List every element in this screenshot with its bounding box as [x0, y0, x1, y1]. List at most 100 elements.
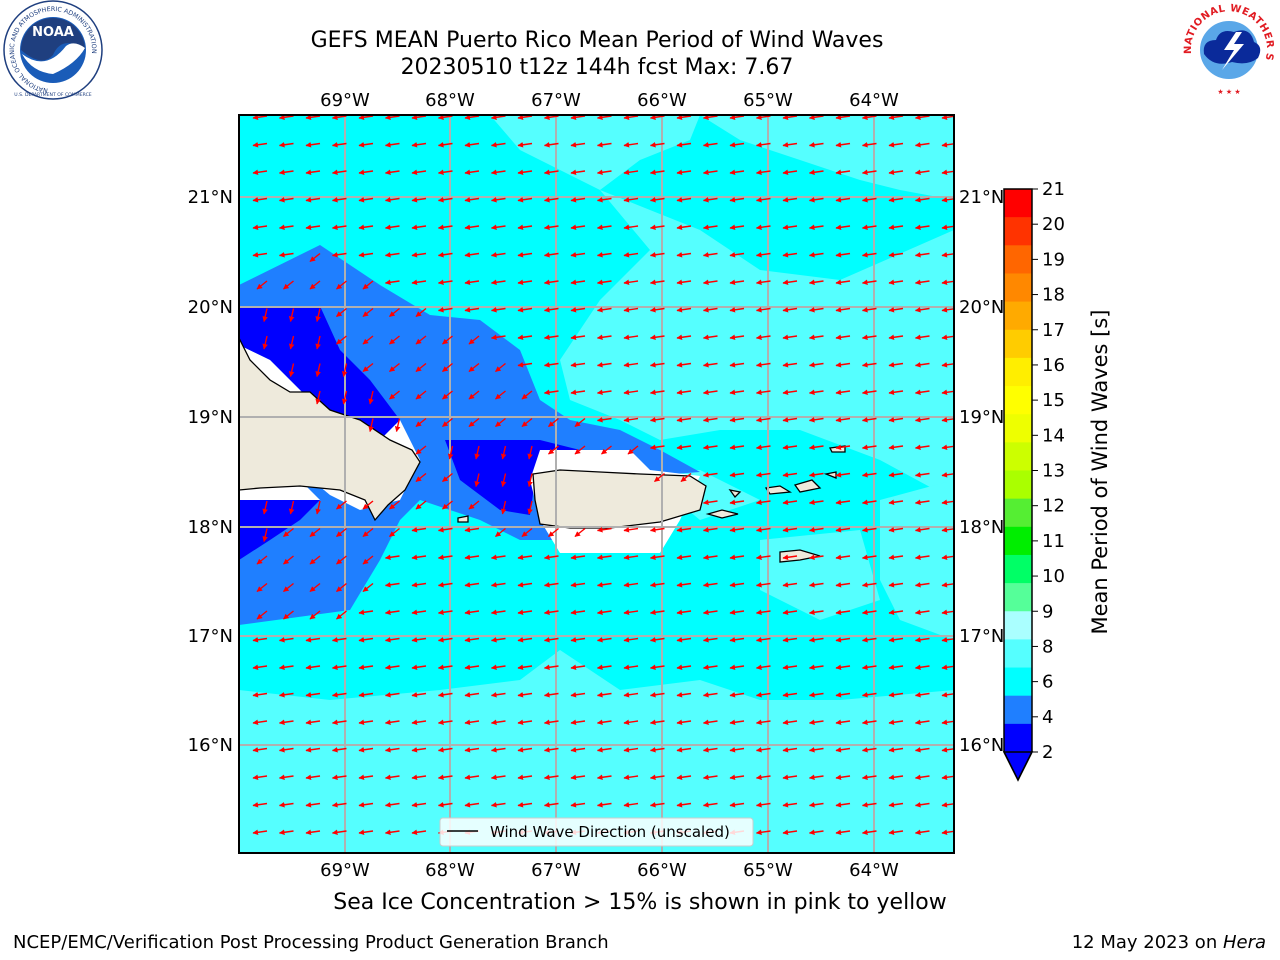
wave-direction-arrow: [782, 197, 798, 203]
wave-direction-arrow: [309, 555, 321, 565]
wave-direction-arrow: [570, 692, 586, 698]
colorbar-tick-label: 9: [1042, 601, 1053, 622]
wave-direction-arrow: [278, 774, 294, 781]
wave-direction-arrow: [517, 362, 533, 368]
wave-direction-arrow: [861, 499, 877, 506]
wave-direction-arrow: [808, 664, 824, 671]
wave-direction-arrow: [596, 774, 612, 781]
wave-direction-arrow: [288, 500, 295, 515]
colorbar-segment-14: [1004, 554, 1032, 584]
wave-direction-arrow: [808, 115, 824, 121]
wave-direction-arrow: [384, 692, 400, 698]
wave-direction-arrow: [729, 637, 745, 643]
wave-direction-arrow: [888, 719, 904, 726]
wave-direction-arrow: [649, 307, 665, 313]
wave-direction-arrow: [468, 417, 480, 428]
lat-label-right: 20°N: [959, 297, 1004, 318]
wave-direction-arrow: [411, 774, 427, 781]
lon-label-top: 69°W: [320, 90, 370, 111]
wave-direction-arrow: [861, 637, 877, 643]
wave-direction-arrow: [808, 169, 824, 176]
wave-direction-arrow: [755, 802, 771, 808]
wave-direction-arrow: [861, 664, 877, 671]
wave-direction-arrow: [755, 747, 771, 753]
wave-direction-arrow: [252, 774, 268, 781]
wave-direction-arrow: [411, 252, 427, 258]
wave-direction-arrow: [596, 527, 612, 533]
wave-direction-arrow: [861, 362, 877, 368]
wave-direction-arrow: [782, 444, 798, 451]
wave-direction-arrow: [331, 829, 347, 836]
wave-direction-arrow: [914, 307, 930, 313]
wave-direction-arrow: [384, 609, 400, 616]
wave-direction-arrow: [517, 637, 533, 643]
wave-direction-arrow: [468, 500, 480, 510]
wave-direction-arrow: [782, 362, 798, 368]
wave-direction-arrow: [596, 169, 612, 176]
wave-direction-arrow: [861, 444, 877, 451]
lon-label-top: 64°W: [849, 90, 899, 111]
wave-direction-arrow: [500, 445, 507, 460]
wave-direction-arrow: [782, 527, 798, 533]
wave-direction-arrow: [861, 582, 877, 588]
wave-direction-arrow: [729, 279, 745, 286]
wave-direction-arrow: [411, 692, 427, 698]
wave-direction-arrow: [782, 224, 798, 231]
wave-direction-arrow: [331, 802, 347, 808]
wave-direction-arrow: [782, 747, 798, 753]
wave-direction-arrow: [835, 389, 851, 396]
wave-direction-arrow: [755, 115, 771, 121]
wave-direction-arrow: [808, 554, 824, 561]
lon-label-top: 67°W: [531, 90, 581, 111]
wave-direction-arrow: [782, 774, 798, 781]
wave-direction-arrow: [474, 473, 480, 488]
wave-direction-arrow: [362, 280, 374, 290]
wave-direction-arrow: [729, 444, 745, 451]
wave-direction-arrow: [649, 719, 665, 726]
wave-direction-arrow: [252, 224, 268, 231]
wave-direction-arrow: [415, 390, 427, 400]
wave-direction-arrow: [835, 609, 851, 616]
noaa-logo: NATIONAL OCEANIC AND ATMOSPHERIC ADMINIS…: [3, 0, 103, 100]
wave-direction-arrow: [415, 335, 427, 345]
wave-direction-arrow: [570, 334, 586, 341]
wave-direction-arrow: [358, 747, 374, 753]
wave-direction-arrow: [808, 417, 824, 423]
wave-direction-arrow: [835, 554, 851, 561]
wave-direction-arrow: [914, 802, 930, 808]
wave-direction-arrow: [888, 499, 904, 506]
wave-direction-arrow: [362, 335, 374, 345]
wave-direction-arrow: [835, 142, 851, 148]
wave-direction-arrow: [309, 280, 321, 290]
lon-label-top: 66°W: [637, 90, 687, 111]
noaa-wordmark: NOAA: [32, 25, 74, 40]
wave-direction-arrow: [808, 197, 824, 203]
wave-direction-arrow: [447, 445, 454, 460]
wave-direction-arrow: [362, 307, 374, 318]
wave-direction-arrow: [517, 224, 533, 231]
wave-direction-arrow: [676, 279, 692, 286]
wave-direction-arrow: [437, 554, 453, 561]
wave-direction-arrow: [914, 142, 930, 148]
wave-direction-arrow: [835, 197, 851, 203]
colorbar-segment-1: [1004, 189, 1032, 218]
wave-direction-arrow: [527, 445, 533, 460]
wave-direction-arrow: [570, 719, 586, 726]
wave-direction-arrow: [288, 335, 295, 350]
wave-direction-arrow: [808, 444, 824, 451]
wave-direction-arrow: [389, 307, 400, 318]
wave-direction-arrow: [358, 169, 374, 176]
wave-direction-arrow: [649, 115, 665, 121]
wave-direction-arrow: [389, 335, 400, 345]
wave-direction-arrow: [835, 362, 851, 368]
wave-direction-arrow: [835, 444, 851, 451]
wave-direction-arrow: [623, 279, 639, 286]
wave-direction-arrow: [490, 719, 506, 726]
wave-direction-arrow: [596, 142, 612, 148]
wave-direction-arrow: [861, 279, 877, 286]
wave-direction-arrow: [517, 115, 533, 121]
wave-direction-arrow: [437, 115, 453, 121]
wave-direction-arrow: [384, 582, 400, 588]
wave-direction-arrow: [358, 115, 374, 121]
wave-direction-arrow: [283, 582, 294, 593]
